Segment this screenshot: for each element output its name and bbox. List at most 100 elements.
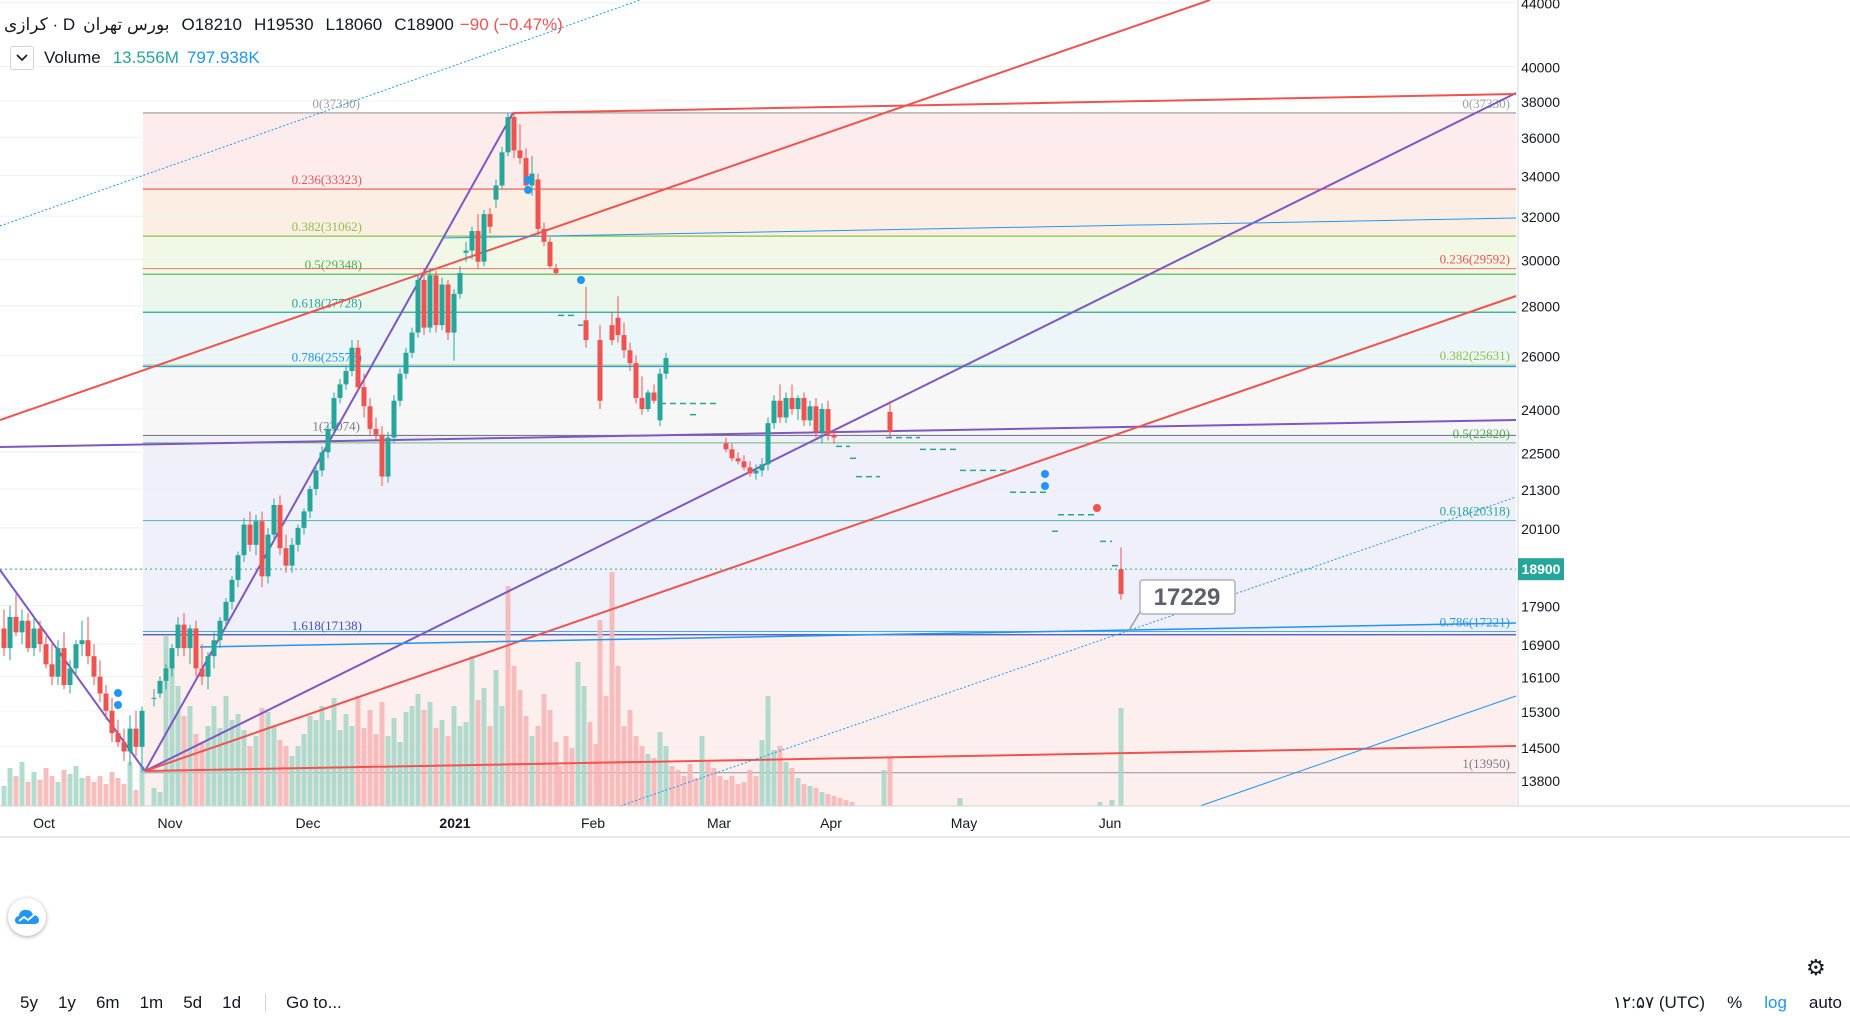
candle-body (265, 534, 271, 577)
candle-body (313, 470, 319, 490)
range-5y[interactable]: 5y (20, 993, 38, 1012)
volume-bar (825, 794, 831, 806)
bottom-toolbar: 5y 1y 6m 1m 5d 1d Go to... ۱۲:۵۷ (UTC) %… (0, 990, 1850, 1016)
candle-body (621, 335, 627, 351)
candle (541, 222, 547, 247)
volume-bar (609, 572, 615, 806)
candle (355, 340, 361, 393)
candle (373, 417, 379, 441)
dotted-channel-line (619, 496, 1517, 807)
auto-scale-toggle[interactable]: auto (1808, 993, 1842, 1012)
candle (157, 676, 163, 698)
volume-bar (181, 716, 187, 806)
candle-body (247, 524, 253, 545)
candle (741, 455, 747, 471)
horizontal-channel-line (0, 419, 1517, 448)
volume-bar (31, 772, 37, 806)
range-6m[interactable]: 6m (95, 993, 120, 1012)
time-tick-label: Feb (581, 815, 605, 831)
candle (427, 268, 433, 333)
volume-bar (55, 782, 61, 806)
volume-bar (1109, 800, 1115, 806)
candle (73, 640, 79, 677)
price-tick-label: 30000 (1521, 252, 1560, 268)
candle-body (627, 350, 633, 364)
candle (529, 156, 535, 196)
tradingview-logo-button[interactable] (8, 898, 46, 936)
volume-bar (103, 784, 109, 806)
volume-bar (331, 698, 337, 806)
volume-bar (759, 740, 765, 806)
volume-bar (157, 792, 163, 806)
volume-bar (587, 722, 593, 806)
candle (457, 266, 463, 299)
candle-body (475, 231, 481, 262)
candle (295, 524, 301, 552)
candle (499, 146, 505, 190)
timezone-clock[interactable]: ۱۲:۵۷ (UTC) (1612, 993, 1706, 1012)
ohlc-open: O18210 (181, 15, 242, 34)
candles (1, 112, 1124, 773)
signal-dot (524, 186, 532, 194)
volume-bar (517, 690, 523, 806)
candle (193, 620, 199, 677)
candle (385, 431, 391, 483)
fib-level-label: 0.786(25573) (292, 349, 362, 364)
volume-bar (343, 714, 349, 806)
volume-bar (271, 726, 277, 806)
candle (651, 384, 657, 404)
candle-body (73, 644, 79, 669)
candle (391, 395, 397, 444)
range-1d[interactable]: 1d (222, 993, 242, 1012)
volume-bar (687, 764, 693, 806)
candle (421, 268, 427, 336)
candle (409, 327, 415, 358)
candle (43, 636, 49, 669)
candle-body (1, 628, 7, 649)
candle-body (523, 158, 529, 186)
candle-body (427, 275, 433, 328)
volume-bar (229, 720, 235, 806)
candle-body (19, 620, 25, 633)
range-1y[interactable]: 1y (57, 993, 76, 1012)
goto-date-button[interactable]: Go to... (286, 993, 342, 1012)
volume-bar (325, 720, 331, 806)
symbol-name[interactable]: کرازی · D (4, 15, 76, 34)
volume-bar (85, 776, 91, 806)
cloud-chart-icon (15, 909, 39, 924)
settings-gear-icon[interactable]: ⚙ (1806, 955, 1826, 980)
candle-body (403, 352, 409, 374)
collapse-legend-button[interactable] (10, 46, 34, 70)
candle-body (223, 601, 229, 621)
fib-level-label: 0.786(17221) (1440, 615, 1510, 630)
volume-bar (439, 720, 445, 806)
ohlc-close: C18900 (394, 15, 454, 34)
candle (759, 458, 765, 477)
range-1m[interactable]: 1m (139, 993, 164, 1012)
range-5d[interactable]: 5d (183, 993, 203, 1012)
candle (747, 461, 753, 477)
time-tick-label: Oct (33, 815, 55, 831)
volume-bar (651, 758, 657, 806)
candle (319, 446, 325, 477)
volume-bar (675, 770, 681, 806)
candle (633, 355, 639, 404)
volume-bar (569, 748, 575, 806)
candle (627, 342, 633, 372)
log-scale-toggle[interactable]: log (1764, 993, 1787, 1012)
candle-body (277, 504, 283, 549)
volume-bar (645, 754, 651, 806)
volume-legend: Volume 13.556M 797.938K (10, 44, 260, 72)
percent-scale-toggle[interactable]: % (1727, 993, 1743, 1012)
fib-zone (143, 112, 1516, 190)
price-callout: 17229 (1127, 579, 1236, 633)
candle-body (409, 332, 415, 353)
volume-bar (487, 726, 493, 806)
price-tick-label: 28000 (1521, 299, 1560, 315)
volume-bar (445, 736, 451, 806)
volume-bar (627, 710, 633, 806)
volume-bar (1118, 708, 1124, 806)
price-tick-label: 15300 (1521, 704, 1560, 720)
candle-body (169, 648, 175, 669)
